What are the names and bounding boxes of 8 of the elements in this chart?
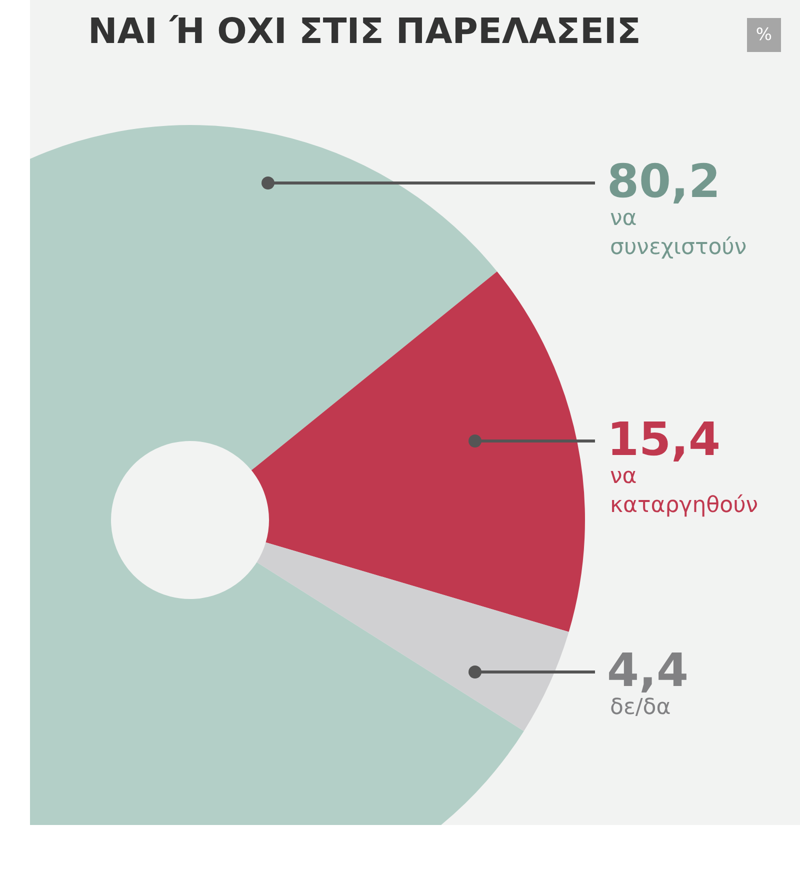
- data-label: 80,2: [607, 154, 720, 208]
- chart-title: ΝΑΙ Ή ΟΧΙ ΣΤΙΣ ΠΑΡΕΛΑΣΕΙΣ: [88, 12, 641, 52]
- slice-label: να καταργηθούν: [610, 464, 758, 518]
- data-label: 4,4: [607, 643, 688, 697]
- slice-label: να συνεχιστούν: [610, 206, 747, 260]
- data-label: 15,4: [607, 412, 720, 466]
- text: %: [747, 18, 781, 52]
- slice-label: δε/δα: [610, 695, 671, 720]
